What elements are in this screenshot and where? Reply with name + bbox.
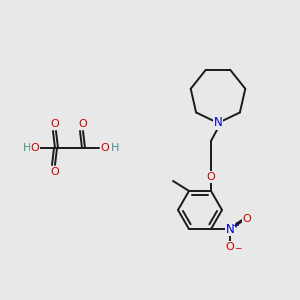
Text: H: H (23, 143, 31, 153)
Text: N: N (226, 223, 234, 236)
Text: −: − (234, 244, 242, 253)
Text: O: O (51, 119, 59, 129)
Text: N: N (214, 116, 222, 130)
Text: O: O (226, 242, 234, 252)
Text: O: O (243, 214, 251, 224)
Text: O: O (79, 119, 87, 129)
Text: O: O (207, 172, 215, 182)
Text: O: O (51, 167, 59, 177)
Text: +: + (232, 220, 239, 230)
Text: O: O (31, 143, 39, 153)
Text: H: H (111, 143, 119, 153)
Text: O: O (100, 143, 109, 153)
